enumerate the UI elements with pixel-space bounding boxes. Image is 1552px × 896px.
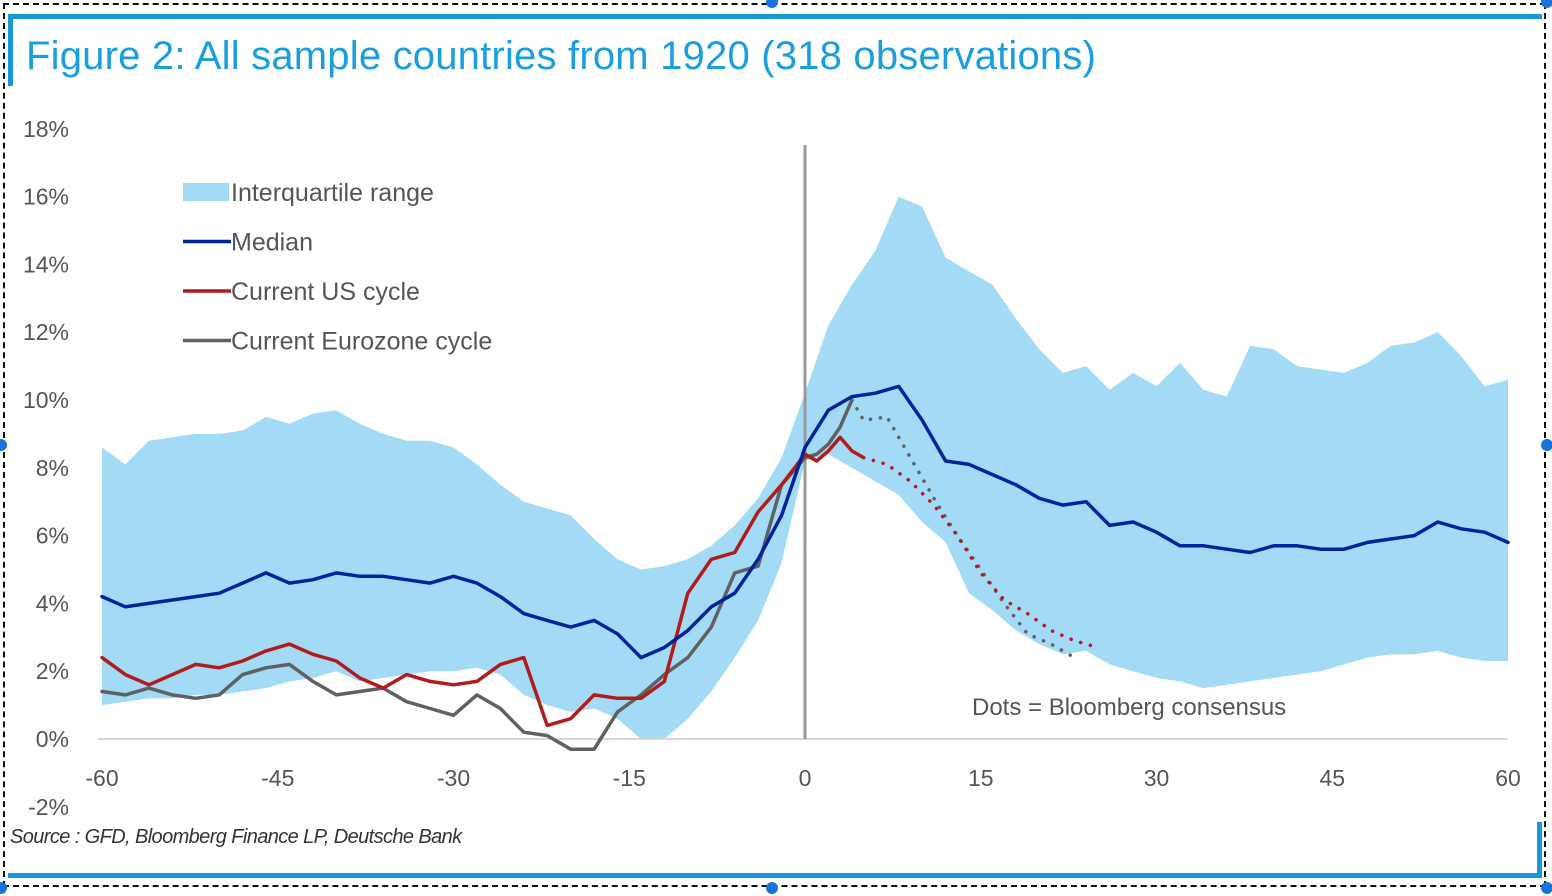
iqr-band — [102, 196, 1508, 740]
figure-title: Figure 2: All sample countries from 1920… — [26, 34, 1097, 78]
y-tick-label: 8% — [36, 455, 69, 481]
y-tick-label: 12% — [23, 319, 69, 345]
series-line-current-eurozone-cycle-consensus — [850, 398, 1077, 660]
frame-right-rule — [1537, 822, 1542, 878]
y-tick-label: 14% — [23, 251, 69, 277]
y-tick-label: 18% — [23, 116, 69, 142]
resize-handle-bottom[interactable] — [766, 882, 778, 894]
y-tick-label: 0% — [36, 726, 69, 752]
source-note: Source : GFD, Bloomberg Finance LP, Deut… — [10, 826, 462, 848]
legend-label-us: Current US cycle — [231, 278, 420, 306]
resize-handle-right[interactable] — [1541, 439, 1552, 451]
y-tick-label: 2% — [36, 658, 69, 684]
frame-top-rule — [8, 14, 1542, 19]
x-tick-label: 45 — [1319, 765, 1345, 791]
resize-handle-bottom-right[interactable] — [1541, 882, 1552, 894]
series-line-median — [100, 384, 1510, 660]
x-tick-label: 60 — [1495, 765, 1521, 791]
annotation-bloomberg-consensus: Dots = Bloomberg consensus — [972, 694, 1286, 721]
y-tick-label: -2% — [28, 794, 69, 820]
x-tick-label: -30 — [437, 765, 470, 791]
y-tick-label: 10% — [23, 387, 69, 413]
x-tick-label: -15 — [613, 765, 646, 791]
x-tick-label: -60 — [85, 765, 118, 791]
resize-handle-top[interactable] — [766, 0, 778, 8]
legend-label-median: Median — [231, 229, 313, 257]
legend-swatch-iqr — [183, 183, 229, 201]
y-tick-label: 4% — [36, 590, 69, 616]
y-tick-label: 6% — [36, 523, 69, 549]
legend-label-ez: Current Eurozone cycle — [231, 328, 492, 356]
resize-handle-bottom-left[interactable] — [0, 882, 7, 894]
x-tick-label: 15 — [968, 765, 994, 791]
x-tick-label: 0 — [799, 765, 812, 791]
series-line-current-us-cycle — [100, 435, 866, 728]
legend-label-iqr: Interquartile range — [231, 179, 434, 207]
resize-handle-left[interactable] — [0, 439, 7, 451]
frame-bottom-rule — [8, 873, 1542, 878]
series-line-current-eurozone-cycle — [100, 398, 854, 751]
y-tick-label: 16% — [23, 184, 69, 210]
frame-left-rule — [8, 14, 13, 86]
x-tick-label: -45 — [261, 765, 294, 791]
x-tick-label: 30 — [1144, 765, 1170, 791]
resize-handle-top-right[interactable] — [1541, 0, 1552, 8]
